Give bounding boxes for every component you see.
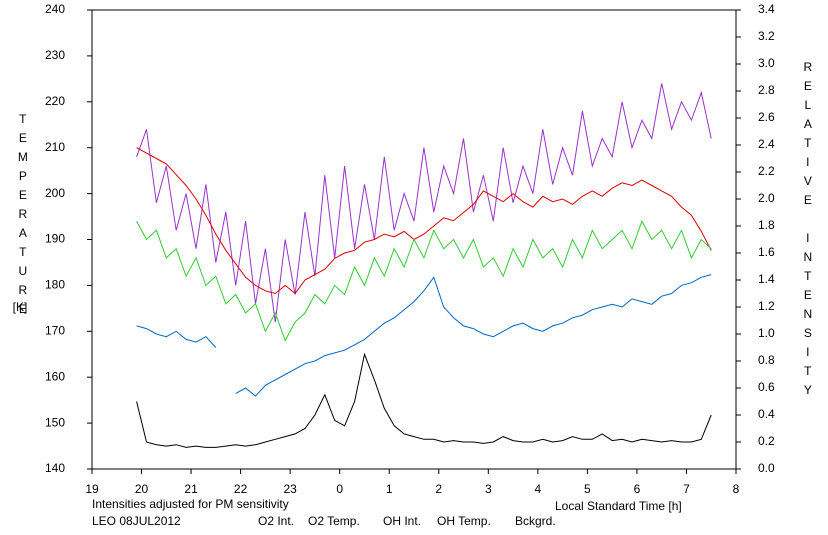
left-axis-unit: [K] [13,300,28,314]
x-tick-label: 1 [386,482,393,496]
y2-tick-label: 3.2 [758,29,775,43]
right-axis-label: RELATIVE INTENSITY [801,60,815,402]
y-tick-label: 240 [45,2,65,16]
y2-tick-label: 1.2 [758,299,775,313]
y-tick-label: 160 [45,369,65,383]
y2-tick-label: 0.0 [758,461,775,475]
y2-tick-label: 2.2 [758,164,775,178]
y-tick-label: 230 [45,48,65,62]
x-tick-label: 8 [733,482,740,496]
x-tick-label: 0 [336,482,343,496]
y2-tick-label: 2.6 [758,110,775,124]
series-line [136,219,712,342]
y2-tick-label: 0.2 [758,434,775,448]
y2-tick-label: 1.4 [758,272,775,286]
y2-tick-label: 0.4 [758,407,775,421]
x-tick-label: 5 [584,482,591,496]
y2-tick-label: 0.8 [758,353,775,367]
legend-entry: Bckgrd. [515,514,556,528]
legend-entry: O2 Temp. [308,514,360,528]
legend-entry: OH Temp. [437,514,491,528]
y-tick-label: 220 [45,94,65,108]
series-line [136,147,712,295]
y-tick-label: 140 [45,461,65,475]
series-line [136,83,712,323]
legend-entry: O2 Int. [258,514,294,528]
x-tick-label: 7 [683,482,690,496]
x-tick-label: 20 [135,482,149,496]
site-date: LEO 08JUL2012 [92,514,181,528]
y-tick-label: 210 [45,140,65,154]
y2-tick-label: 2.4 [758,137,775,151]
y-tick-label: 150 [45,415,65,429]
y2-tick-label: 1.6 [758,245,775,259]
x-tick-label: 2 [435,482,442,496]
x-tick-label: 21 [184,482,198,496]
legend-entry: OH Int. [383,514,421,528]
y2-tick-label: 3.0 [758,56,775,70]
x-tick-label: 4 [535,482,542,496]
series-line [136,274,712,397]
y2-tick-label: 1.8 [758,218,775,232]
y2-tick-label: 2.8 [758,83,775,97]
y-tick-label: 170 [45,323,65,337]
x-tick-label: 3 [485,482,492,496]
x-tick-label: 6 [634,482,641,496]
left-axis-label: TEMPERATURE [16,112,30,321]
y2-tick-label: 2.0 [758,191,775,205]
note: Intensities adjusted for PM sensitivity [92,497,289,511]
y-tick-label: 180 [45,278,65,292]
y2-tick-label: 0.6 [758,380,775,394]
x-tick-label: 19 [85,482,99,496]
x-axis-label: Local Standard Time [h] [555,499,682,513]
y-tick-label: 200 [45,186,65,200]
x-tick-label: 22 [234,482,248,496]
y2-tick-label: 1.0 [758,326,775,340]
y-tick-label: 190 [45,232,65,246]
series-line [136,352,712,448]
x-tick-label: 23 [283,482,297,496]
y2-tick-label: 3.4 [758,2,775,16]
